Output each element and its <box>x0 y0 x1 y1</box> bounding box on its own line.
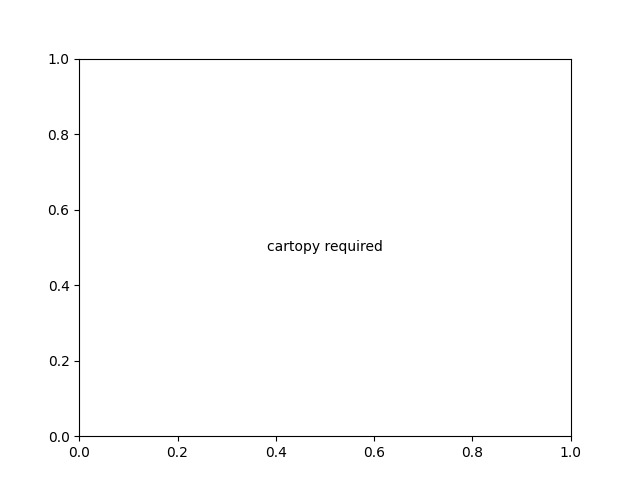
Text: cartopy required: cartopy required <box>267 241 383 254</box>
